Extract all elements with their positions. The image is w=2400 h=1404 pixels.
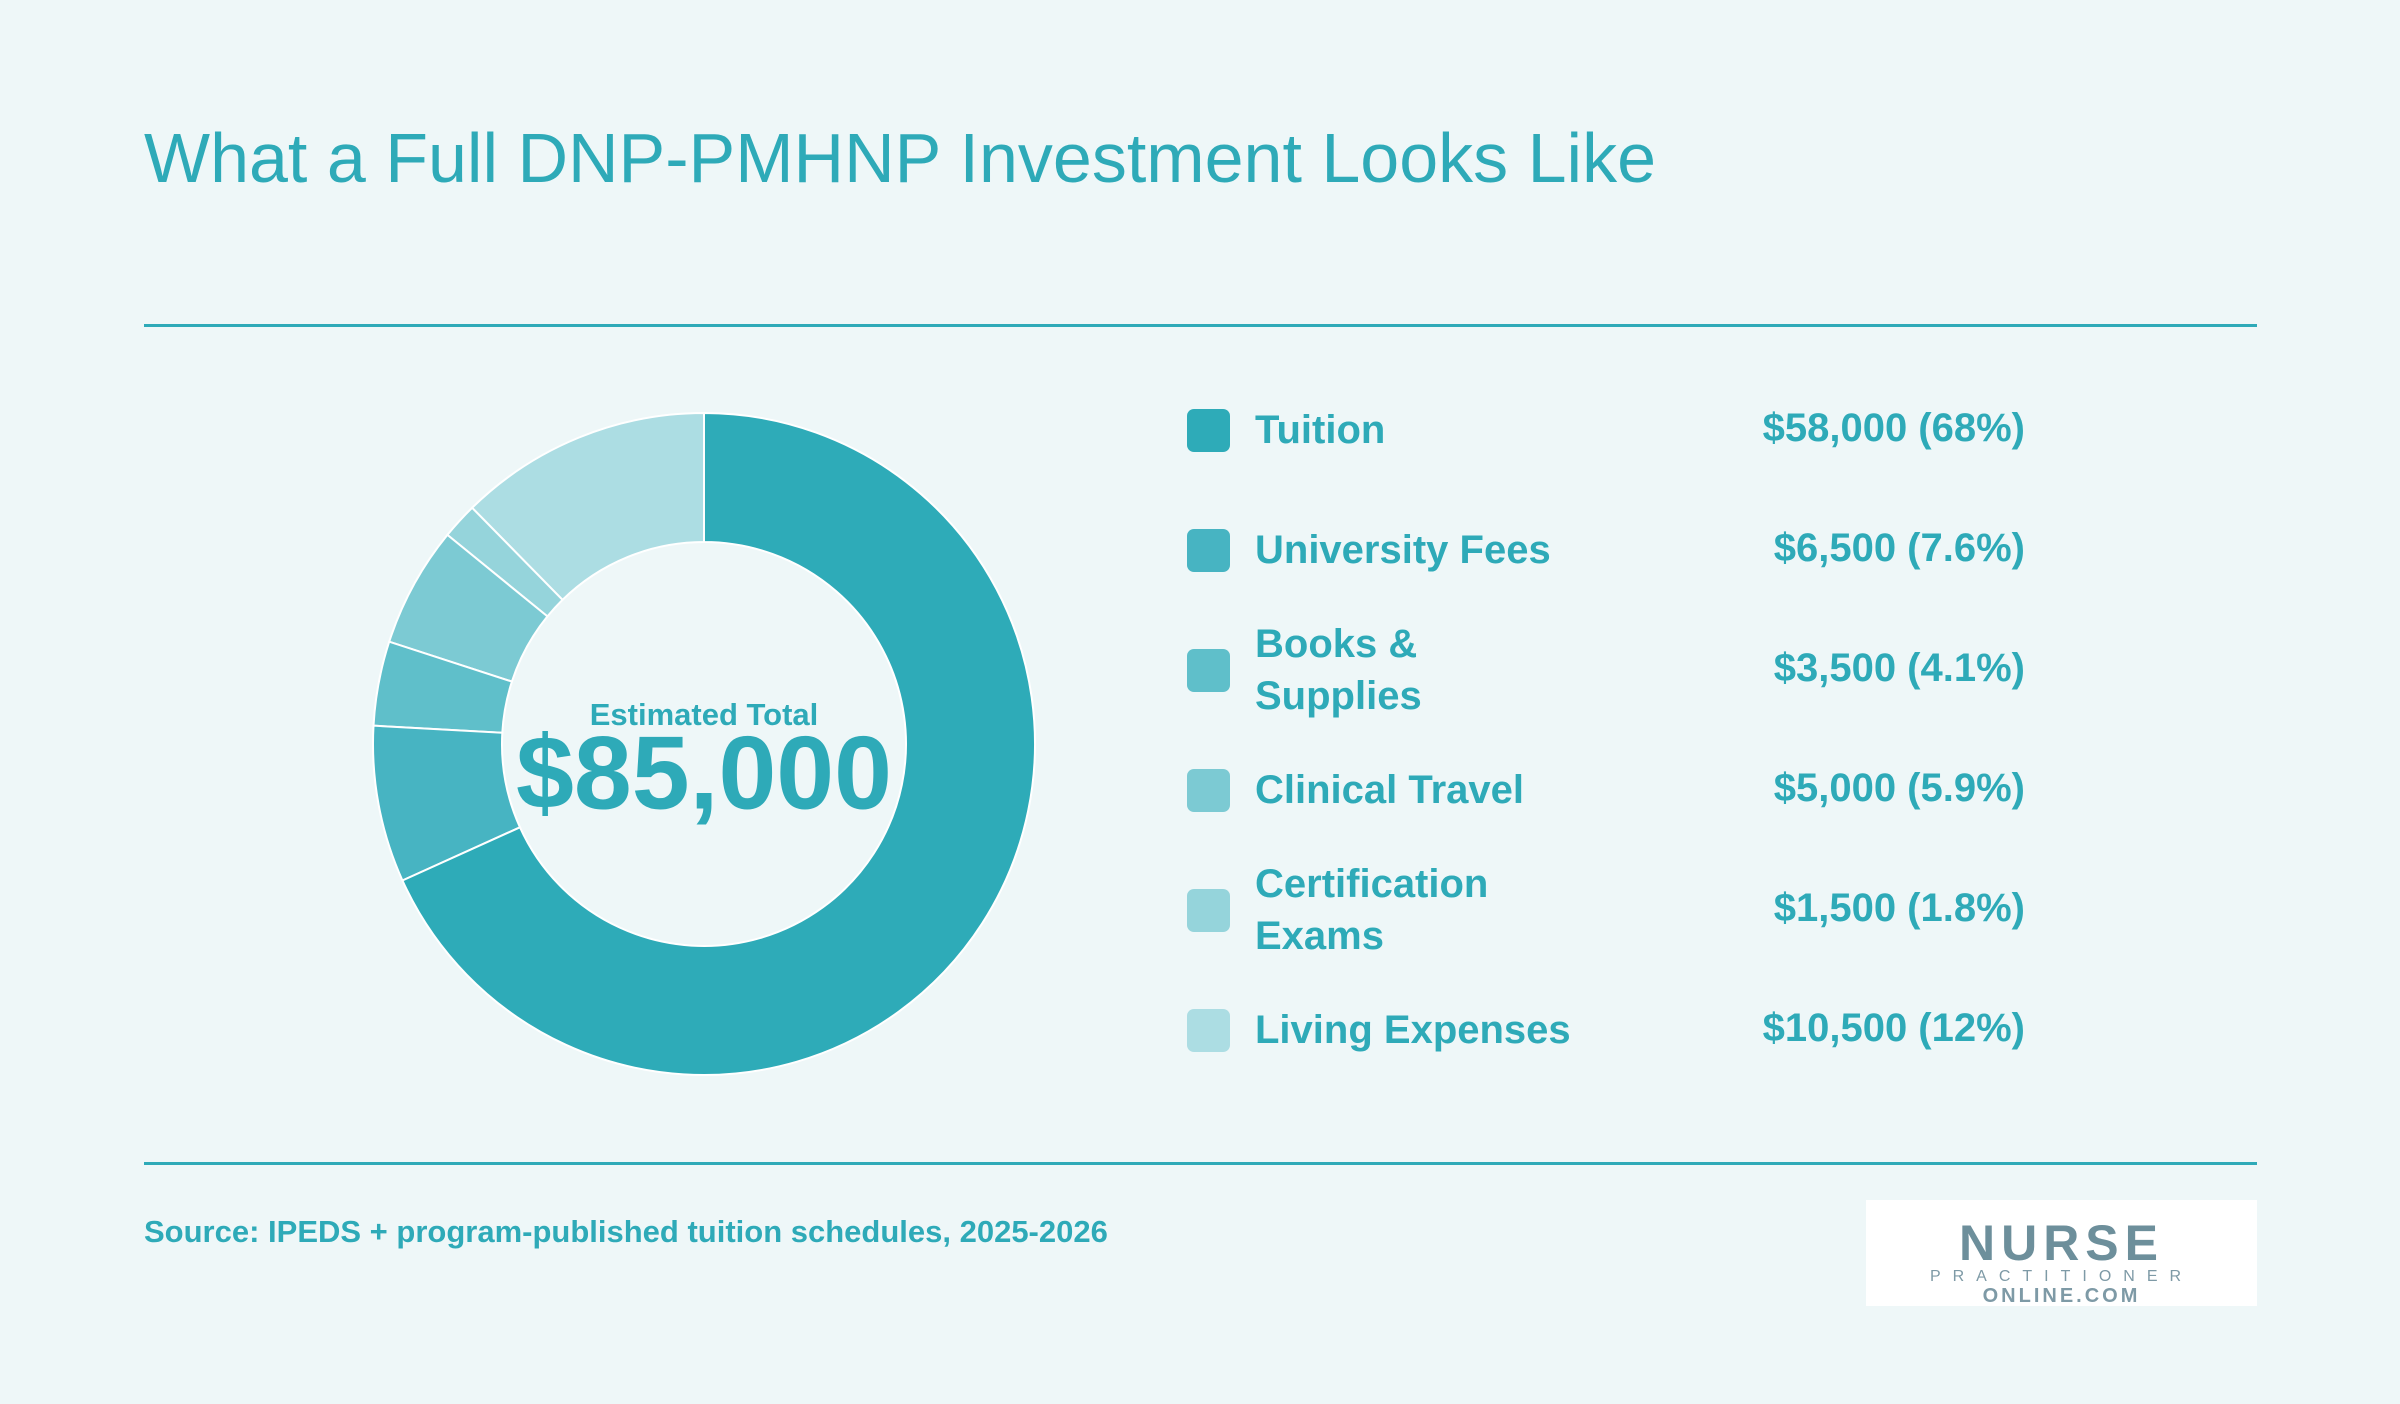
donut-slice xyxy=(372,724,522,882)
divider xyxy=(144,1162,2257,1165)
value-label: $3,500 (4.1%) xyxy=(1773,646,2025,690)
donut-slice xyxy=(372,640,514,734)
legend-swatch xyxy=(1187,889,1230,932)
value-label: $58,000 (68%) xyxy=(1762,406,2025,450)
center-label: Estimated Total xyxy=(590,697,819,732)
value-label: $10,500 (12%) xyxy=(1762,1006,2025,1050)
legend-label: Books & Supplies xyxy=(1255,622,1422,718)
value-label: $5,000 (5.9%) xyxy=(1773,766,2025,810)
logo: NURSE PRACTITIONER ONLINE.COM xyxy=(1866,1200,2257,1306)
legend-label: University Fees xyxy=(1255,528,1551,572)
source-note: Source: IPEDS + program-published tuitio… xyxy=(144,1214,1108,1249)
value-label: $6,500 (7.6%) xyxy=(1773,526,2025,570)
donut-slice xyxy=(446,506,564,618)
logo-text: PRACTITIONER xyxy=(1929,1268,2194,1285)
legend-swatch xyxy=(1187,409,1230,452)
legend-label: Certification Exams xyxy=(1255,862,1489,958)
value-label: $1,500 (1.8%) xyxy=(1773,886,2025,930)
donut-slice xyxy=(387,533,549,683)
legend-label: Living Expenses xyxy=(1255,1008,1571,1052)
chart-title: What a Full DNP-PMHNP Investment Looks L… xyxy=(144,119,1657,197)
donut-slice xyxy=(401,411,1036,1076)
center-value: $85,000 xyxy=(516,715,892,831)
logo-text: NURSE xyxy=(1958,1215,2165,1271)
legend-label: Tuition xyxy=(1255,408,1386,452)
logo-text: ONLINE.COM xyxy=(1982,1285,2141,1307)
legend-swatch xyxy=(1187,529,1230,572)
divider xyxy=(144,324,2257,327)
legend-swatch xyxy=(1187,769,1230,812)
legend-swatch xyxy=(1187,649,1230,692)
legend-label: Clinical Travel xyxy=(1255,768,1525,812)
legend-swatch xyxy=(1187,1009,1230,1052)
